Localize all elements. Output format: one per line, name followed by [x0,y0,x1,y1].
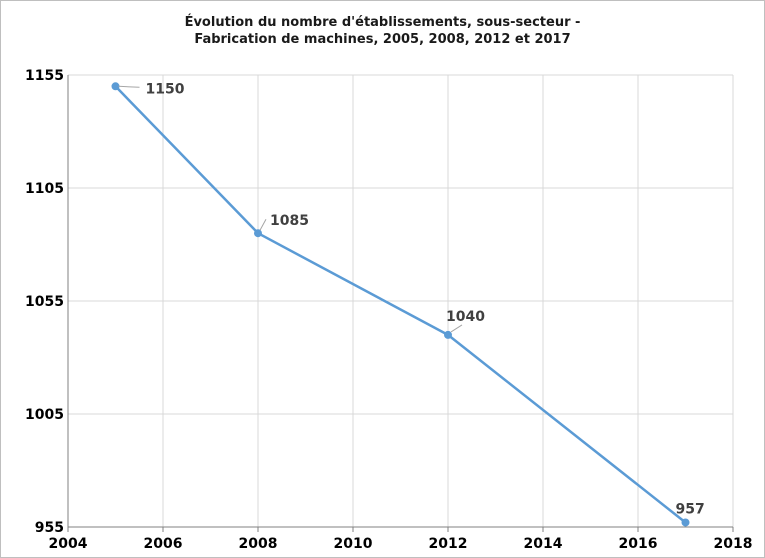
x-tick-label: 2012 [429,536,468,552]
data-point [444,330,452,339]
data-label: 1150 [146,81,185,97]
y-tick-label: 1055 [25,294,64,310]
x-tick-label: 2006 [144,536,183,552]
label-leader-line [259,218,267,231]
data-point [254,229,262,238]
y-tick-label: 955 [35,520,64,536]
label-leader-line [450,324,463,333]
y-tick-label: 1005 [25,407,64,423]
data-point [111,82,120,91]
x-tick-label: 2008 [239,536,278,552]
data-point [681,518,690,527]
chart-title-line-2: Fabrication de machines, 2005, 2008, 201… [194,32,571,47]
x-tick-label: 2016 [619,536,658,552]
x-tick-label: 2018 [714,536,753,552]
data-label: 1040 [446,309,485,325]
x-tick-label: 2010 [334,536,373,552]
y-tick-label: 1105 [25,181,64,197]
series-line [114,85,687,524]
chart-title-line-1: Évolution du nombre d'établissements, so… [184,15,581,30]
axes: 2004 2006 2008 2010 2012 2014 2016 2018 955 1005 1… [25,68,752,552]
data-labels: 1150 1085 1040 957 [118,81,705,517]
data-label: 1085 [270,213,309,229]
chart-title: Évolution du nombre d'établissements, so… [0,14,765,48]
x-tick-label: 2004 [49,536,88,552]
y-tick-label: 1155 [25,68,64,84]
x-tick-label: 2014 [524,536,563,552]
label-leader-line [118,85,140,88]
gridlines [68,74,734,527]
data-label: 957 [676,501,705,517]
series [111,82,690,527]
